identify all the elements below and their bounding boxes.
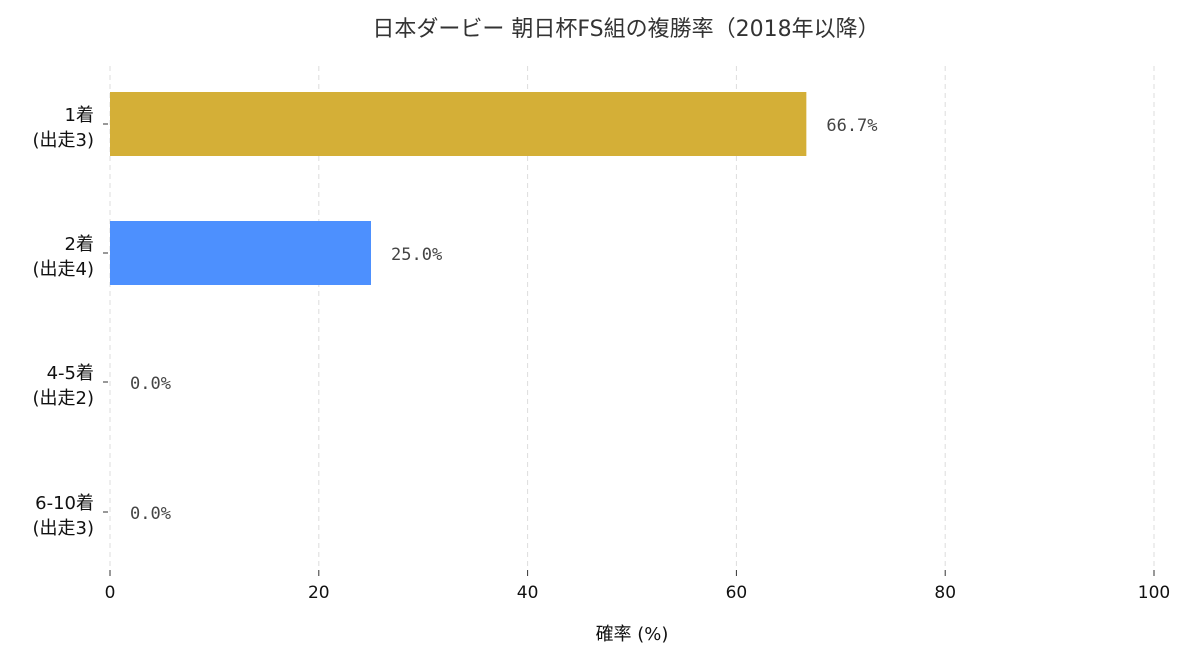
category-label: 1着 <box>65 105 94 126</box>
bar <box>110 221 371 285</box>
chart-title: 日本ダービー 朝日杯FS組の複勝率（2018年以降） <box>372 17 879 42</box>
category-sublabel: (出走2) <box>33 388 95 409</box>
data-label: 0.0% <box>130 504 171 524</box>
x-tick-label: 40 <box>517 583 539 603</box>
x-tick-label: 80 <box>934 583 956 603</box>
category-sublabel: (出走4) <box>33 259 95 280</box>
bars: 66.7% 25.0% 0.0% 0.0% <box>110 92 878 524</box>
y-axis: 1着 (出走3) 2着 (出走4) 4-5着 (出走2) 6-10着 (出走3) <box>33 105 108 539</box>
data-label: 66.7% <box>826 116 877 136</box>
data-label: 0.0% <box>130 374 171 394</box>
x-tick-label: 100 <box>1138 583 1170 603</box>
bar <box>110 92 807 156</box>
category-sublabel: (出走3) <box>33 518 95 539</box>
data-label: 25.0% <box>391 245 442 265</box>
x-tick-label: 0 <box>105 583 116 603</box>
x-tick-label: 20 <box>308 583 330 603</box>
x-tick-label: 60 <box>726 583 748 603</box>
category-sublabel: (出走3) <box>33 130 95 151</box>
category-label: 4-5着 <box>47 363 94 384</box>
x-axis-label: 確率 (%) <box>596 624 669 645</box>
category-label: 6-10着 <box>35 493 94 514</box>
x-axis: 0 20 40 60 80 100 <box>105 570 1170 603</box>
category-label: 2着 <box>65 234 94 255</box>
